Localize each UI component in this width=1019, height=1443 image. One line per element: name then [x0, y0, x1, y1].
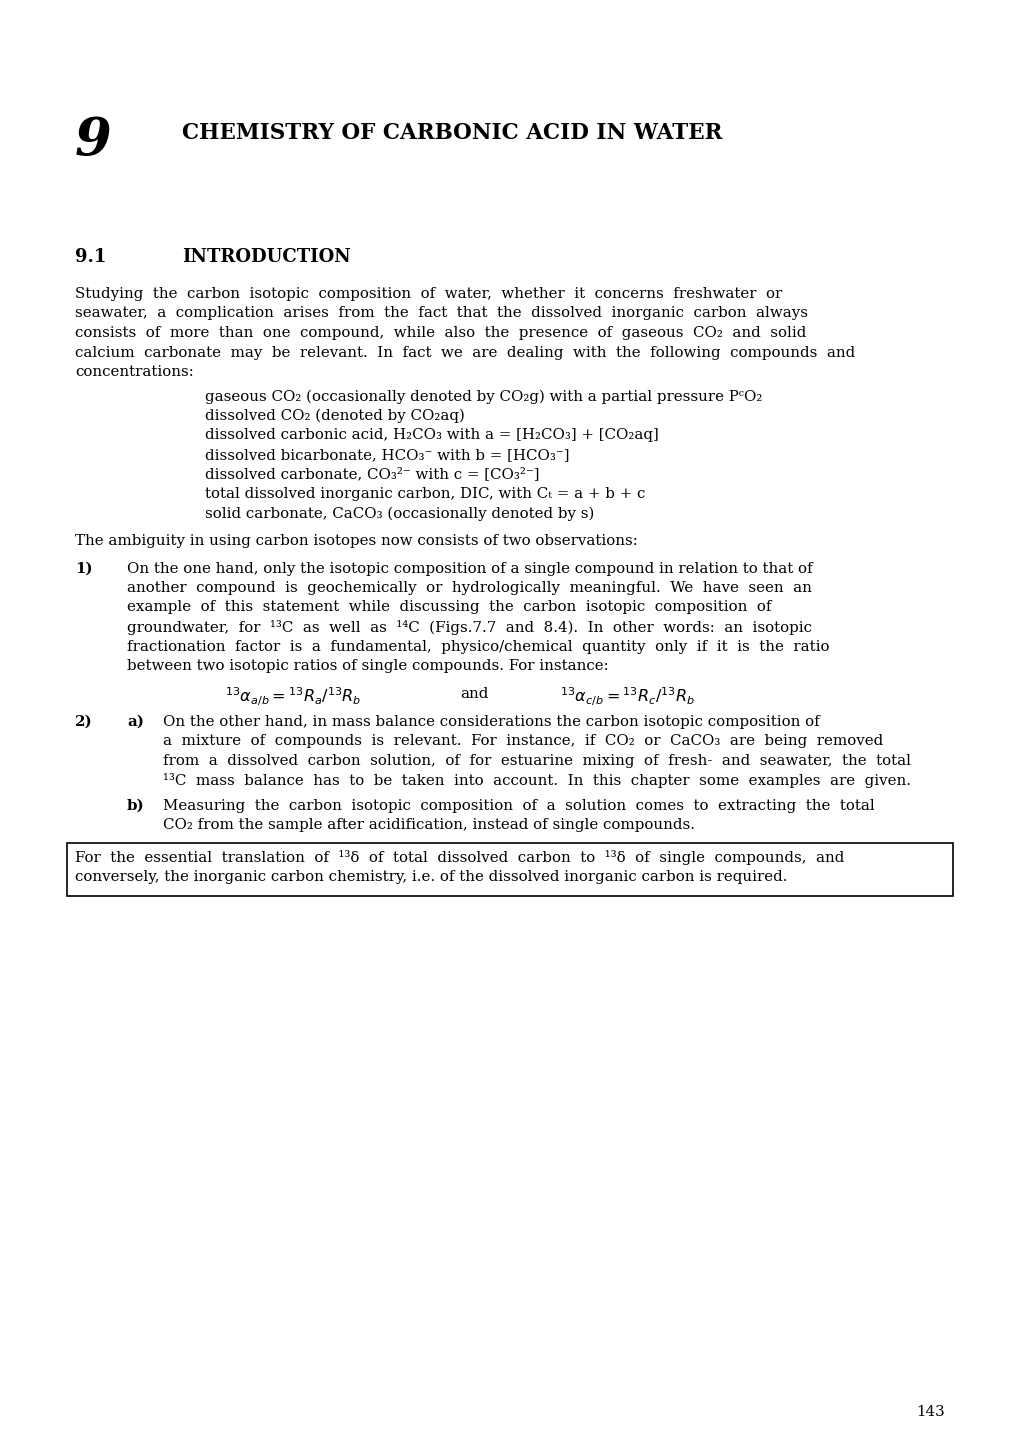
Text: dissolved carbonic acid, H₂CO₃ with a = [H₂CO₃] + [CO₂aq]: dissolved carbonic acid, H₂CO₃ with a = …: [205, 429, 658, 443]
Text: 9.1: 9.1: [75, 248, 106, 266]
Text: $^{13}\alpha_{a/b} = {}^{13}R_a/{}^{13}R_b$: $^{13}\alpha_{a/b} = {}^{13}R_a/{}^{13}R…: [225, 685, 361, 709]
Text: INTRODUCTION: INTRODUCTION: [181, 248, 351, 266]
Text: dissolved carbonate, CO₃²⁻ with c = [CO₃²⁻]: dissolved carbonate, CO₃²⁻ with c = [CO₃…: [205, 468, 539, 482]
Text: a): a): [127, 714, 144, 729]
Text: 2): 2): [75, 714, 93, 729]
Text: 143: 143: [915, 1405, 944, 1418]
Text: another  compound  is  geochemically  or  hydrologically  meaningful.  We  have : another compound is geochemically or hyd…: [127, 582, 811, 595]
Text: and: and: [460, 687, 488, 701]
Text: CHEMISTRY OF CARBONIC ACID IN WATER: CHEMISTRY OF CARBONIC ACID IN WATER: [181, 123, 721, 144]
Text: groundwater,  for  ¹³C  as  well  as  ¹⁴C  (Figs.7.7  and  8.4).  In  other  wor: groundwater, for ¹³C as well as ¹⁴C (Fig…: [127, 620, 811, 635]
Text: 1): 1): [75, 561, 93, 576]
Text: calcium  carbonate  may  be  relevant.  In  fact  we  are  dealing  with  the  f: calcium carbonate may be relevant. In fa…: [75, 345, 854, 359]
Text: consists  of  more  than  one  compound,  while  also  the  presence  of  gaseou: consists of more than one compound, whil…: [75, 326, 806, 341]
Text: On the other hand, in mass balance considerations the carbon isotopic compositio: On the other hand, in mass balance consi…: [163, 714, 819, 729]
Text: fractionation  factor  is  a  fundamental,  physico/chemical  quantity  only  if: fractionation factor is a fundamental, p…: [127, 639, 828, 654]
Text: On the one hand, only the isotopic composition of a single compound in relation : On the one hand, only the isotopic compo…: [127, 561, 812, 576]
Text: For  the  essential  translation  of  ¹³δ  of  total  dissolved  carbon  to  ¹³δ: For the essential translation of ¹³δ of …: [75, 850, 844, 864]
Text: example  of  this  statement  while  discussing  the  carbon  isotopic  composit: example of this statement while discussi…: [127, 600, 770, 615]
Text: between two isotopic ratios of single compounds. For instance:: between two isotopic ratios of single co…: [127, 659, 608, 672]
Text: solid carbonate, CaCO₃ (occasionally denoted by s): solid carbonate, CaCO₃ (occasionally den…: [205, 506, 594, 521]
Text: 9: 9: [75, 115, 112, 166]
Text: seawater,  a  complication  arises  from  the  fact  that  the  dissolved  inorg: seawater, a complication arises from the…: [75, 306, 807, 320]
Text: Studying  the  carbon  isotopic  composition  of  water,  whether  it  concerns : Studying the carbon isotopic composition…: [75, 287, 782, 302]
Text: dissolved CO₂ (denoted by CO₂aq): dissolved CO₂ (denoted by CO₂aq): [205, 408, 465, 423]
Text: conversely, the inorganic carbon chemistry, i.e. of the dissolved inorganic carb: conversely, the inorganic carbon chemist…: [75, 870, 787, 883]
Text: ¹³C  mass  balance  has  to  be  taken  into  account.  In  this  chapter  some : ¹³C mass balance has to be taken into ac…: [163, 773, 910, 788]
Text: b): b): [127, 799, 145, 812]
Bar: [67, 843, 952, 896]
Text: a  mixture  of  compounds  is  relevant.  For  instance,  if  CO₂  or  CaCO₃  ar: a mixture of compounds is relevant. For …: [163, 734, 882, 749]
Text: $^{13}\alpha_{c/b} = {}^{13}R_c/{}^{13}R_b$: $^{13}\alpha_{c/b} = {}^{13}R_c/{}^{13}R…: [559, 685, 694, 709]
Text: dissolved bicarbonate, HCO₃⁻ with b = [HCO₃⁻]: dissolved bicarbonate, HCO₃⁻ with b = [H…: [205, 447, 569, 462]
Text: Measuring  the  carbon  isotopic  composition  of  a  solution  comes  to  extra: Measuring the carbon isotopic compositio…: [163, 799, 874, 812]
Text: CO₂ from the sample after acidification, instead of single compounds.: CO₂ from the sample after acidification,…: [163, 818, 694, 833]
Text: from  a  dissolved  carbon  solution,  of  for  estuarine  mixing  of  fresh-  a: from a dissolved carbon solution, of for…: [163, 755, 910, 768]
Text: total dissolved inorganic carbon, DIC, with Cₜ = a + b + c: total dissolved inorganic carbon, DIC, w…: [205, 486, 645, 501]
Text: gaseous CO₂ (occasionally denoted by CO₂g) with a partial pressure PᶜO₂: gaseous CO₂ (occasionally denoted by CO₂…: [205, 390, 761, 404]
Text: concentrations:: concentrations:: [75, 365, 194, 380]
Text: The ambiguity in using carbon isotopes now consists of two observations:: The ambiguity in using carbon isotopes n…: [75, 534, 637, 548]
